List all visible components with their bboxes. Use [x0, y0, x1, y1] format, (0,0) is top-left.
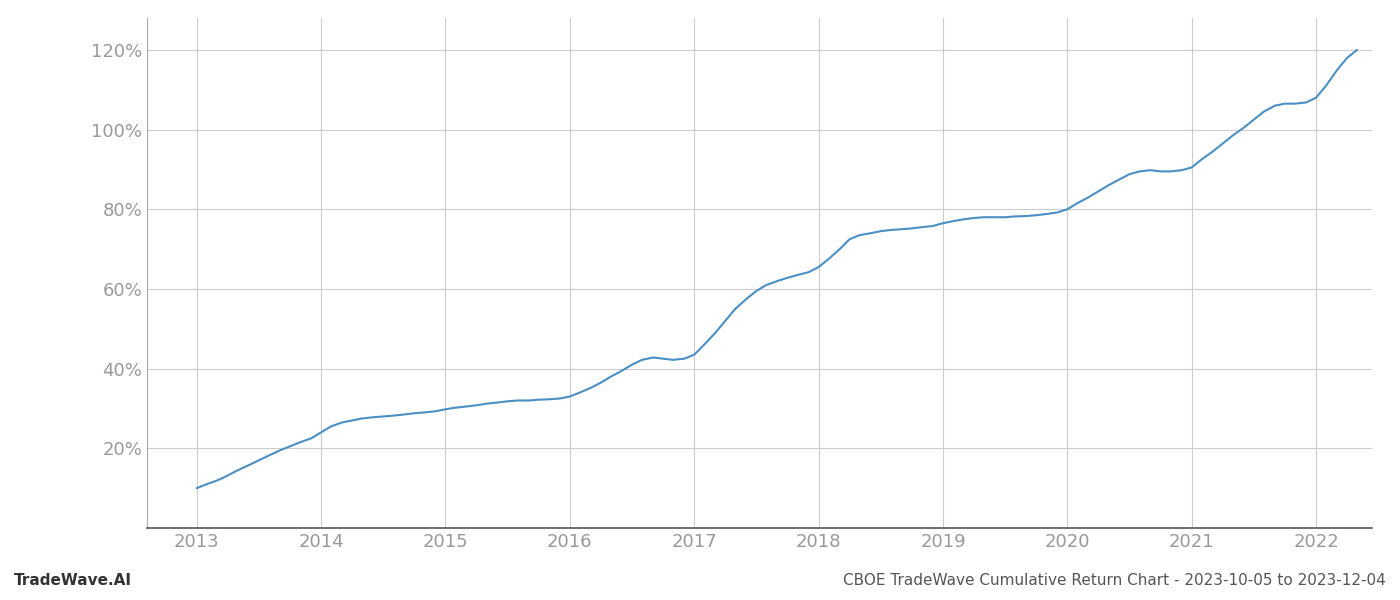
Text: TradeWave.AI: TradeWave.AI — [14, 573, 132, 588]
Text: CBOE TradeWave Cumulative Return Chart - 2023-10-05 to 2023-12-04: CBOE TradeWave Cumulative Return Chart -… — [843, 573, 1386, 588]
